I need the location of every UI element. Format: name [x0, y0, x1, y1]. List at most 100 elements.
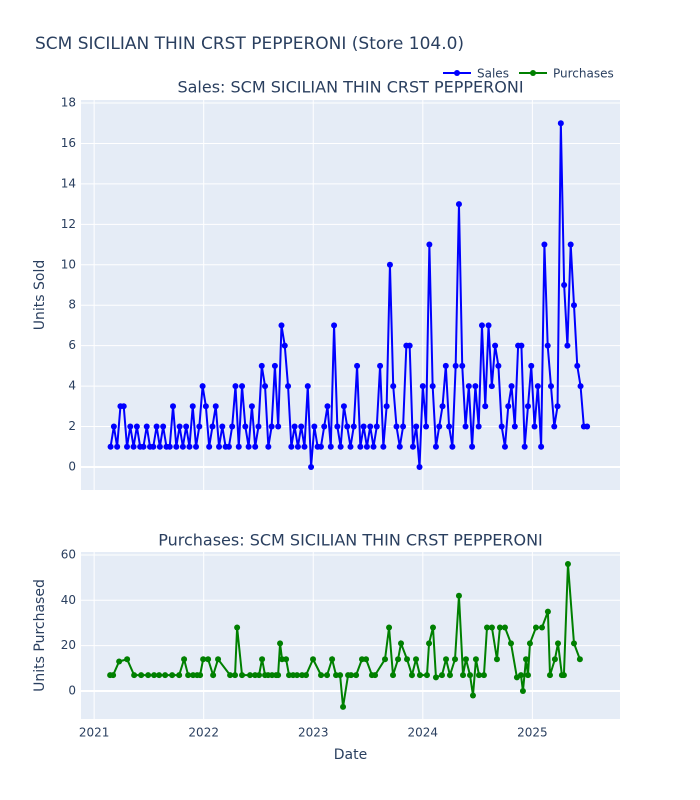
data-point	[574, 362, 581, 369]
data-point	[331, 322, 338, 329]
data-point	[452, 362, 459, 369]
legend: Sales Purchases	[443, 67, 614, 81]
data-point	[212, 403, 219, 410]
data-point	[170, 403, 177, 410]
data-point	[176, 672, 183, 679]
data-point	[234, 624, 241, 631]
data-point	[544, 342, 551, 349]
data-point	[576, 656, 583, 663]
data-point	[169, 672, 176, 679]
data-point	[429, 624, 436, 631]
data-point	[472, 656, 479, 663]
data-point	[423, 672, 430, 679]
x-tick-label: 2022	[188, 726, 219, 740]
data-point	[496, 624, 503, 631]
data-point	[469, 443, 476, 450]
data-point	[465, 383, 472, 390]
data-point	[200, 656, 207, 663]
y-tick-label: 18	[61, 96, 76, 110]
data-point	[229, 423, 236, 430]
data-point	[478, 322, 485, 329]
data-point	[577, 383, 584, 390]
legend-marker	[530, 70, 536, 76]
data-point	[398, 640, 405, 647]
data-point	[419, 383, 426, 390]
data-point	[173, 443, 180, 450]
data-point	[373, 423, 380, 430]
data-point	[462, 656, 469, 663]
data-point	[475, 423, 482, 430]
data-point	[505, 403, 512, 410]
data-point	[432, 674, 439, 681]
data-point	[528, 362, 535, 369]
data-point	[259, 656, 266, 663]
x-axis-title: Date	[334, 747, 367, 763]
data-point	[337, 672, 344, 679]
data-point	[205, 656, 212, 663]
data-point	[294, 672, 301, 679]
y-axis-title: Units Sold	[32, 260, 48, 330]
data-point	[202, 403, 209, 410]
data-point	[131, 672, 138, 679]
data-point	[570, 302, 577, 309]
data-point	[140, 443, 147, 450]
data-point	[340, 403, 347, 410]
data-point	[197, 672, 204, 679]
data-point	[495, 362, 502, 369]
data-point	[363, 443, 370, 450]
data-point	[521, 443, 528, 450]
data-point	[517, 672, 524, 679]
data-point	[235, 443, 242, 450]
data-point	[561, 281, 568, 288]
data-point	[327, 443, 334, 450]
data-point	[340, 703, 347, 710]
data-point	[460, 672, 467, 679]
data-point	[519, 687, 526, 694]
y-tick-label: 20	[61, 638, 76, 652]
data-point	[467, 672, 474, 679]
data-point	[344, 423, 351, 430]
y-tick-label: 40	[61, 593, 76, 607]
data-point	[145, 672, 152, 679]
data-point	[176, 423, 183, 430]
data-point	[271, 362, 278, 369]
data-point	[138, 672, 145, 679]
data-point	[181, 656, 188, 663]
data-point	[183, 423, 190, 430]
data-point	[363, 656, 370, 663]
data-point	[492, 342, 499, 349]
x-tick-label: 2023	[298, 726, 329, 740]
data-point	[347, 443, 354, 450]
data-point	[348, 672, 355, 679]
y-tick-label: 2	[68, 419, 76, 433]
data-point	[400, 423, 407, 430]
data-point	[523, 656, 530, 663]
data-point	[275, 423, 282, 430]
data-point	[150, 443, 157, 450]
data-point	[350, 423, 357, 430]
data-point	[268, 423, 275, 430]
y-tick-label: 0	[68, 683, 76, 697]
y-tick-label: 16	[61, 136, 76, 150]
data-point	[395, 656, 402, 663]
data-point	[304, 383, 311, 390]
data-point	[209, 423, 216, 430]
data-point	[283, 656, 290, 663]
data-point	[446, 423, 453, 430]
data-point	[311, 423, 318, 430]
data-point	[324, 403, 331, 410]
data-point	[488, 383, 495, 390]
data-point	[524, 672, 531, 679]
data-point	[488, 624, 495, 631]
y-tick-label: 6	[68, 338, 76, 352]
data-point	[446, 672, 453, 679]
data-point	[294, 443, 301, 450]
data-point	[564, 342, 571, 349]
data-point	[442, 362, 449, 369]
data-point	[133, 423, 140, 430]
data-point	[353, 672, 360, 679]
y-tick-label: 12	[61, 217, 76, 231]
data-point	[544, 608, 551, 615]
data-point	[301, 443, 308, 450]
subplot-title: Sales: SCM SICILIAN THIN CRST PEPPERONI	[177, 78, 523, 97]
